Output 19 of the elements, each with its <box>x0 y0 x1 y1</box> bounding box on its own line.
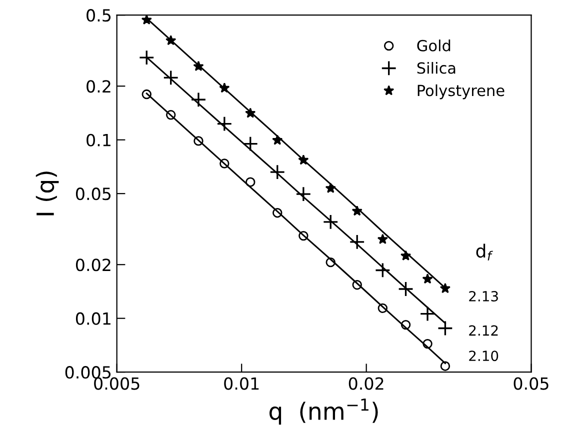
y-tick-label: 0.1 <box>86 134 110 146</box>
y-tick-label: 0.2 <box>86 80 110 93</box>
annotation: 2.10 <box>469 350 498 362</box>
x-tick-label: 0.01 <box>224 377 259 390</box>
annotation: 2.12 <box>469 325 498 336</box>
x-tick-label: 0.02 <box>348 377 384 390</box>
y-axis-title: I (q) <box>36 172 59 216</box>
legend-label: Gold <box>417 40 450 52</box>
y-tick-label: 0.5 <box>86 9 111 22</box>
annotation: 2.13 <box>469 290 498 302</box>
x-tick-label: 0.05 <box>514 377 548 390</box>
x-axis-title: q (nm$^{−1}$) <box>270 398 378 425</box>
legend-label: Polystyrene <box>418 84 504 100</box>
legend-label: Silica <box>417 62 456 74</box>
y-tick-label: 0.05 <box>76 188 111 200</box>
y-tick-label: 0.005 <box>65 366 111 379</box>
y-tick-label: 0.01 <box>76 312 110 325</box>
y-tick-label: 0.02 <box>76 258 110 272</box>
annotation: d$_{f}$ <box>476 244 493 260</box>
